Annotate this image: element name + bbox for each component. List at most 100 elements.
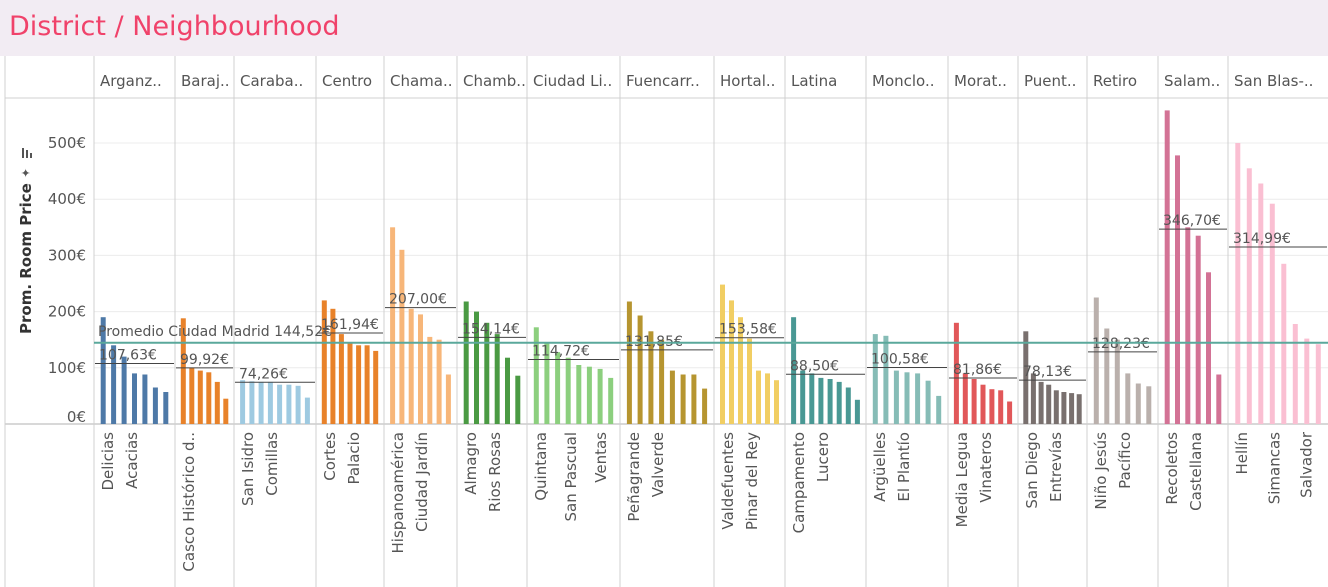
y-tick-label: 400€ [48,190,86,208]
bar [971,379,977,424]
y-axis-ticks: 0€ 100€ 200€ 300€ 400€ 500€ [48,134,86,426]
neighbourhood-label: Delicias [99,432,117,491]
bar [691,374,697,424]
neighbourhood-label: Casco Histórico d.. [180,432,198,572]
neighbourhood-label: Entrevías [1047,432,1065,502]
bar [189,367,195,424]
bar [883,335,889,424]
district-header: Ciudad Li.. [533,72,612,90]
district-header: Retiro [1093,72,1137,90]
neighbourhood-label: El Plantío [895,432,913,502]
neighbourhood-label: Palacio [345,432,363,485]
y-tick-label: 200€ [48,303,86,321]
bar [1093,297,1099,424]
bar [980,384,986,424]
bar [1125,373,1131,424]
bar [1030,373,1036,424]
bar [608,377,614,424]
bar [669,370,675,424]
bar [474,311,479,424]
reference-line: Promedio Ciudad Madrid 144,52€ [94,324,1328,344]
bar [180,318,186,424]
bar [1258,183,1264,424]
district-average-label: 74,26€ [239,366,288,382]
district-average-label: 107,63€ [99,348,157,364]
bar [132,373,137,424]
neighbourhood-label: Argüelles [871,432,889,502]
bar [240,380,246,424]
district-header: Monclo.. [872,72,935,90]
bars [100,110,1321,425]
bar [998,390,1004,424]
neighbourhood-label: Salvador [1298,431,1316,498]
bar [576,365,582,424]
bar [295,385,301,424]
bar [347,342,353,424]
bar [100,317,106,424]
bar [1046,384,1052,424]
bar [720,284,725,424]
district-average-label: 99,92€ [180,352,229,368]
bar [494,334,500,424]
bar [223,398,229,424]
sort-icon-bar [30,153,32,158]
district-average-label: 207,00€ [389,292,447,308]
neighbourhood-label: Vinateros [977,432,995,503]
bar [738,317,743,424]
district-header: Fuencarr.. [626,72,700,90]
bar [774,380,779,424]
bar [791,317,797,424]
bar [1206,272,1211,424]
district-header: Puent.. [1024,72,1076,90]
bar [1053,390,1059,424]
bar [1216,374,1222,424]
district-average-label: 346,70€ [1163,213,1221,229]
bar [936,395,942,424]
bar [1146,386,1152,424]
bar [304,397,310,424]
district-header: Baraj.. [181,72,230,90]
district-header: Centro [322,72,372,90]
bar [515,375,521,424]
bar [680,374,686,424]
pin-icon[interactable]: ✦ [19,168,33,178]
bar [152,387,158,424]
y-tick-label: 300€ [48,246,86,264]
bar [390,227,396,424]
bar [702,388,708,424]
bar [267,381,273,424]
bar [206,372,212,424]
bar [111,345,117,424]
sort-icon-bar [22,148,24,158]
bar [1235,143,1241,424]
neighbourhood-label: Valverde [649,432,667,497]
sort-pin-icons[interactable]: ✦ [19,148,33,178]
bar [756,370,761,424]
neighbourhood-label: Media Legua [953,432,971,527]
bar [121,356,127,424]
bar [555,352,561,424]
bar [1007,401,1013,424]
neighbourhood-label: Niño Jesús [1092,432,1110,510]
bar [505,357,510,424]
bar [1175,155,1180,424]
neighbourhood-label: Comillas [263,432,281,496]
page-title: District / Neighbourhood [9,11,340,42]
district-average-label: 154,14€ [462,321,520,337]
sort-icon[interactable] [22,148,32,158]
district-average-label: 114,72€ [532,344,590,360]
neighbourhood-label: Hispanoamérica [389,432,407,553]
bar [399,249,405,424]
bar [418,314,423,424]
bar [1135,383,1141,424]
bar [1185,227,1191,424]
bar [142,374,148,424]
bar [925,380,931,424]
bar [321,300,327,424]
bar [648,331,654,424]
bar [800,370,806,424]
bar [872,334,878,424]
neighbourhood-label: Peñagrande [625,432,643,522]
bar [565,357,571,424]
neighbourhood-label: Castellana [1187,432,1205,511]
